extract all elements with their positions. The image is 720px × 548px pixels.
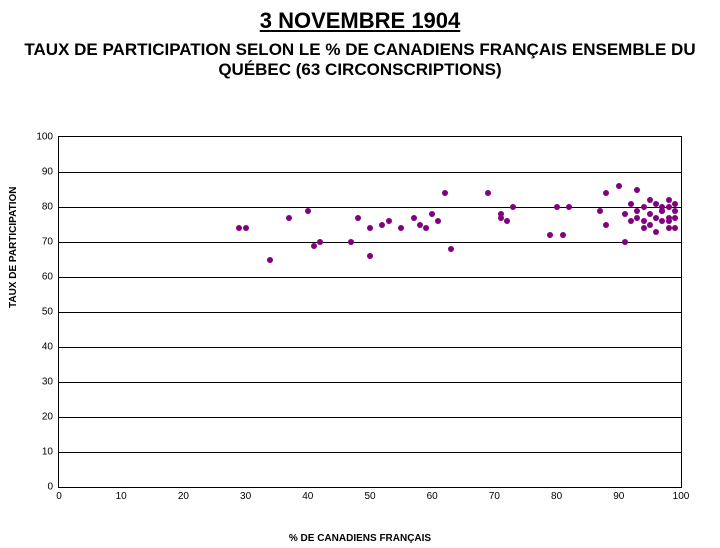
data-point — [286, 215, 292, 221]
data-point — [641, 204, 647, 210]
data-point — [243, 225, 249, 231]
data-point — [634, 215, 640, 221]
gridline — [59, 417, 681, 418]
data-point — [305, 208, 311, 214]
gridline — [59, 242, 681, 243]
data-point — [647, 211, 653, 217]
data-point — [411, 215, 417, 221]
data-point — [634, 208, 640, 214]
data-point — [355, 215, 361, 221]
x-tick: 30 — [240, 487, 251, 502]
y-tick: 40 — [42, 342, 59, 353]
y-tick: 10 — [42, 447, 59, 458]
data-point — [647, 222, 653, 228]
data-point — [666, 225, 672, 231]
y-axis-label: TAUX DE PARTICIPATION — [8, 187, 19, 308]
data-point — [641, 218, 647, 224]
scatter-plot-area: 0102030405060708090100010203040506070809… — [58, 136, 682, 488]
x-tick: 100 — [673, 487, 690, 502]
x-tick: 20 — [178, 487, 189, 502]
data-point — [659, 218, 665, 224]
x-tick: 80 — [551, 487, 562, 502]
data-point — [442, 190, 448, 196]
data-point — [628, 218, 634, 224]
gridline — [59, 207, 681, 208]
chart-title: 3 NOVEMBRE 1904 — [0, 8, 720, 34]
y-tick: 100 — [36, 132, 59, 143]
gridline — [59, 452, 681, 453]
y-tick: 90 — [42, 167, 59, 178]
data-point — [647, 197, 653, 203]
x-tick: 0 — [56, 487, 62, 502]
gridline — [59, 382, 681, 383]
chart-subtitle: TAUX DE PARTICIPATION SELON LE % DE CANA… — [0, 40, 720, 80]
data-point — [367, 253, 373, 259]
x-axis-label: % DE CANADIENS FRANÇAIS — [0, 533, 720, 544]
data-point — [267, 257, 273, 263]
data-point — [653, 215, 659, 221]
data-point — [485, 190, 491, 196]
data-point — [628, 201, 634, 207]
y-tick: 80 — [42, 202, 59, 213]
data-point — [672, 201, 678, 207]
data-point — [311, 243, 317, 249]
data-point — [236, 225, 242, 231]
y-tick: 30 — [42, 377, 59, 388]
data-point — [348, 239, 354, 245]
data-point — [448, 246, 454, 252]
y-tick: 60 — [42, 272, 59, 283]
data-point — [423, 225, 429, 231]
data-point — [603, 222, 609, 228]
data-point — [379, 222, 385, 228]
data-point — [622, 239, 628, 245]
data-point — [498, 211, 504, 217]
gridline — [59, 347, 681, 348]
x-tick: 70 — [489, 487, 500, 502]
data-point — [616, 183, 622, 189]
data-point — [386, 218, 392, 224]
data-point — [659, 204, 665, 210]
data-point — [554, 204, 560, 210]
data-point — [666, 197, 672, 203]
data-point — [504, 218, 510, 224]
data-point — [560, 232, 566, 238]
data-point — [547, 232, 553, 238]
data-point — [653, 201, 659, 207]
y-tick: 70 — [42, 237, 59, 248]
data-point — [417, 222, 423, 228]
data-point — [672, 215, 678, 221]
y-tick: 20 — [42, 412, 59, 423]
data-point — [622, 211, 628, 217]
data-point — [597, 208, 603, 214]
data-point — [666, 215, 672, 221]
gridline — [59, 172, 681, 173]
data-point — [634, 187, 640, 193]
data-point — [603, 190, 609, 196]
gridline — [59, 312, 681, 313]
gridline — [59, 277, 681, 278]
y-tick: 50 — [42, 307, 59, 318]
data-point — [429, 211, 435, 217]
data-point — [653, 229, 659, 235]
data-point — [641, 225, 647, 231]
data-point — [666, 204, 672, 210]
x-tick: 90 — [613, 487, 624, 502]
data-point — [367, 225, 373, 231]
data-point — [672, 208, 678, 214]
x-tick: 40 — [302, 487, 313, 502]
data-point — [435, 218, 441, 224]
data-point — [566, 204, 572, 210]
data-point — [510, 204, 516, 210]
x-tick: 50 — [364, 487, 375, 502]
data-point — [672, 225, 678, 231]
x-tick: 10 — [116, 487, 127, 502]
data-point — [317, 239, 323, 245]
x-tick: 60 — [427, 487, 438, 502]
data-point — [398, 225, 404, 231]
